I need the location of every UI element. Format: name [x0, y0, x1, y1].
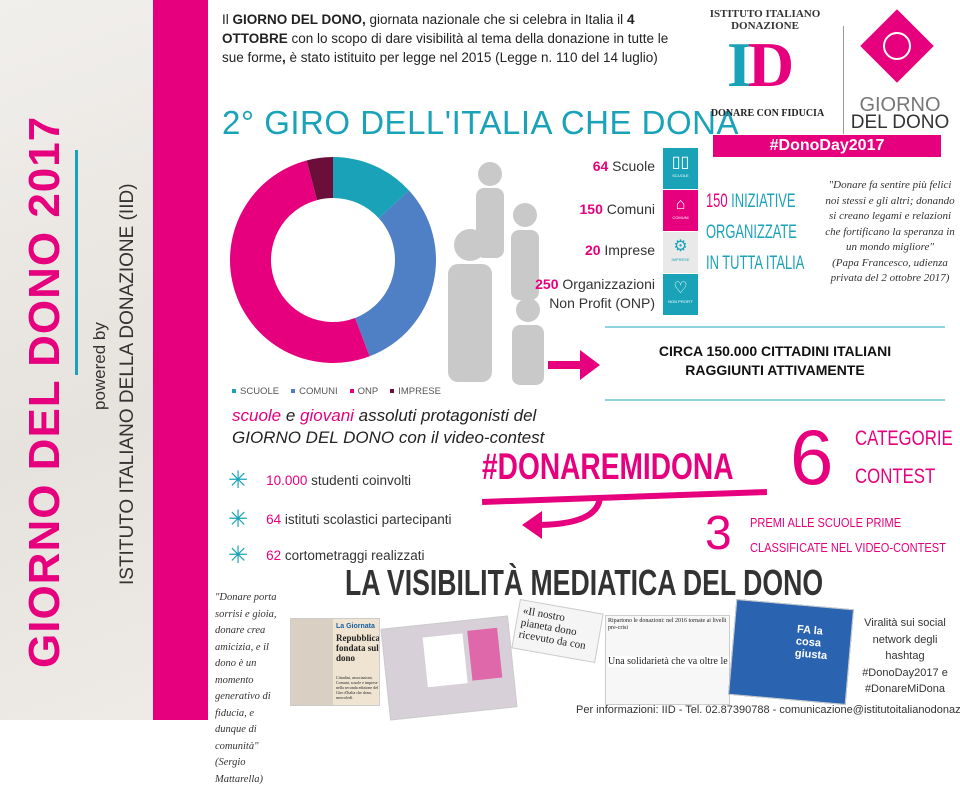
legend-item-onp: ONP: [349, 386, 378, 397]
citizens-reached: CIRCA 150.000 CITTADINI ITALIANI RAGGIUNT…: [658, 343, 892, 378]
legend-item-imprese: IMPRESE: [390, 386, 441, 397]
bullet-item: ✳ 62 cortometraggi realizzati: [228, 542, 425, 569]
initiatives-text: 150 INIZIATIVE ORGANIZZATE IN TUTTA ITALIA: [706, 191, 805, 274]
schools-heading: scuole e giovani assoluti protagonisti d…: [232, 406, 545, 447]
bullet-item: ✳ 10.000 studenti coinvolti: [228, 467, 411, 494]
chart-legend: SCUOLE COMUNI ONP IMPRESE: [232, 386, 441, 397]
newspaper-clipping: Ripartono le donazioni: nel 2016 tornate…: [605, 615, 730, 705]
virality-text: Viralità sui social network degli hashta…: [862, 617, 948, 695]
donut-chart: [230, 157, 437, 363]
divider: [605, 399, 945, 401]
iid-logo: ISTITUTO ITALIANO DONAZIONE ID DONARE CO…: [709, 8, 825, 119]
people-icon: [448, 162, 544, 385]
curved-arrow-icon: [522, 496, 603, 539]
book-icon: ▯▯ SCUOLE: [663, 148, 698, 189]
stat-comuni: 150 Comuni: [579, 201, 656, 217]
tv-screenshot: [380, 615, 518, 721]
prizes-label: PREMI ALLE SCUOLE PRIME CLASSIFICATE NEL …: [750, 515, 946, 555]
donut-slice-comuni: [355, 190, 437, 357]
stat-scuole: 64 Scuole: [592, 158, 655, 174]
stat-onp: 250 Organizzazioni Non Profit (ONP): [535, 276, 655, 311]
intro-text: Il GIORNO DEL DONO, giornata nazionale c…: [222, 12, 669, 65]
tv-screenshot: FA la cosa giusta: [728, 599, 854, 705]
asterisk-icon: ✳: [228, 506, 249, 533]
heart-icon: ♡ NON PROFIT: [663, 274, 698, 315]
logo-block: ISTITUTO ITALIANO DONAZIONE ID DONARE CO…: [705, 8, 950, 158]
divider: [75, 150, 78, 375]
legend-item-scuole: SCUOLE: [232, 386, 279, 397]
powered-by-label: powered by: [90, 322, 109, 410]
donut-slice-scuole: [333, 157, 410, 219]
gears-icon: ⚙ IMPRESE: [663, 232, 698, 273]
town-hall-icon: ⌂ COMUNI: [663, 190, 698, 231]
institute-name: ISTITUTO ITALIANO DELLA DONAZIONE (IID): [117, 183, 138, 585]
bullet-item: ✳ 64 istituti scolastici partecipanti: [228, 506, 452, 533]
contact-footer: Per informazioni: IID - Tel. 02.87390788…: [576, 704, 960, 716]
prizes-count: 3: [705, 507, 732, 560]
mattarella-quote: "Donare porta sorrisi e gioia, donare cr…: [215, 592, 277, 785]
newspaper-clipping: «Il nostro pianeta dono ricevuto da con: [511, 598, 604, 664]
section-title: 2° GIRO DELL'ITALIA CHE DONA: [222, 104, 740, 141]
pink-stripe: [153, 0, 208, 720]
hashtag-banner: #DonoDay2017: [713, 135, 941, 157]
asterisk-icon: ✳: [228, 542, 249, 569]
categories-label: CATEGORIE CONTEST: [855, 427, 953, 488]
pope-quote: "Donare fa sentire più felici noi stessi…: [825, 179, 955, 284]
stat-imprese: 20 Imprese: [584, 242, 655, 258]
legend-item-comuni: COMUNI: [291, 386, 338, 397]
categories-count: 6: [790, 413, 834, 501]
sidebar-panel: GIORNO DEL DONO 2017 powered by ISTITUTO…: [0, 0, 153, 720]
divider: [605, 326, 945, 328]
donut-slice-imprese: [306, 157, 333, 201]
arrow-right-icon: [548, 350, 600, 380]
asterisk-icon: ✳: [228, 467, 249, 494]
main-title: GIORNO DEL DONO 2017: [20, 115, 69, 668]
media-title: LA VISIBILITÀ MEDIATICA DEL DONO: [345, 562, 824, 603]
newspaper-clipping: La Giornata Repubblica fondata sul dono …: [290, 618, 380, 706]
contest-hashtag: #DONAREMIDONA: [482, 446, 734, 487]
donut-slice-onp: [230, 160, 370, 363]
diamond-logo-icon: [860, 9, 934, 83]
